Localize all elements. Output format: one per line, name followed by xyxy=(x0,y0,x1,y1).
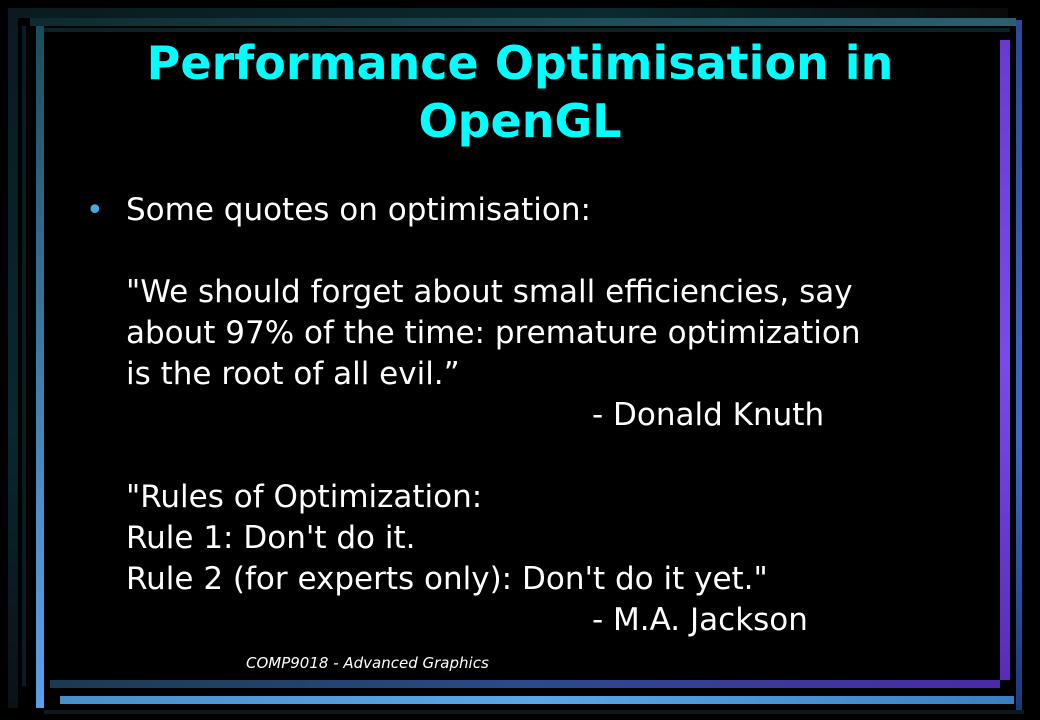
quote1-author: - Donald Knuth xyxy=(592,397,825,433)
quote2-line-1: "Rules of Optimization: xyxy=(126,479,483,515)
quote1-line-2: about 97% of the time: premature optimiz… xyxy=(126,315,861,351)
slide-footer: COMP9018 - Advanced Graphics xyxy=(246,654,489,672)
quote2-author: - M.A. Jackson xyxy=(592,602,808,638)
border-bar-right-purple xyxy=(1000,40,1010,680)
border-bar-left-light xyxy=(36,26,44,708)
border-bar-bottom-thin xyxy=(44,710,1024,714)
spacer xyxy=(126,231,986,272)
border-bar-bottom-light xyxy=(60,696,1014,704)
border-bar-right-blue xyxy=(1016,20,1022,710)
quote1-line-1: "We should forget about small efficienci… xyxy=(126,274,853,310)
intro-text: Some quotes on optimisation: xyxy=(126,192,591,228)
bullet-icon: • xyxy=(86,193,104,228)
border-bar-top-light xyxy=(30,18,1016,26)
border-bar-top-thin xyxy=(40,28,1010,32)
slide-body: • Some quotes on optimisation: "We shoul… xyxy=(86,190,986,641)
quote2-line-2: Rule 1: Don't do it. xyxy=(126,520,416,556)
slide-title: Performance Optimisation in OpenGL xyxy=(60,34,980,150)
title-line-1: Performance Optimisation in xyxy=(146,36,894,90)
quote1-line-3: is the root of all evil.” xyxy=(126,356,460,392)
border-bar-left-thin xyxy=(22,26,26,686)
spacer xyxy=(126,436,986,477)
border-bar-top-dark xyxy=(8,8,1008,18)
bullet-item: • Some quotes on optimisation: "We shoul… xyxy=(86,190,986,641)
title-line-2: OpenGL xyxy=(418,94,622,148)
quote2-line-3: Rule 2 (for experts only): Don't do it y… xyxy=(126,561,768,597)
border-bar-left-dark xyxy=(8,8,18,708)
border-bar-bottom-dark xyxy=(50,680,1000,688)
bullet-content: Some quotes on optimisation: "We should … xyxy=(126,190,986,641)
